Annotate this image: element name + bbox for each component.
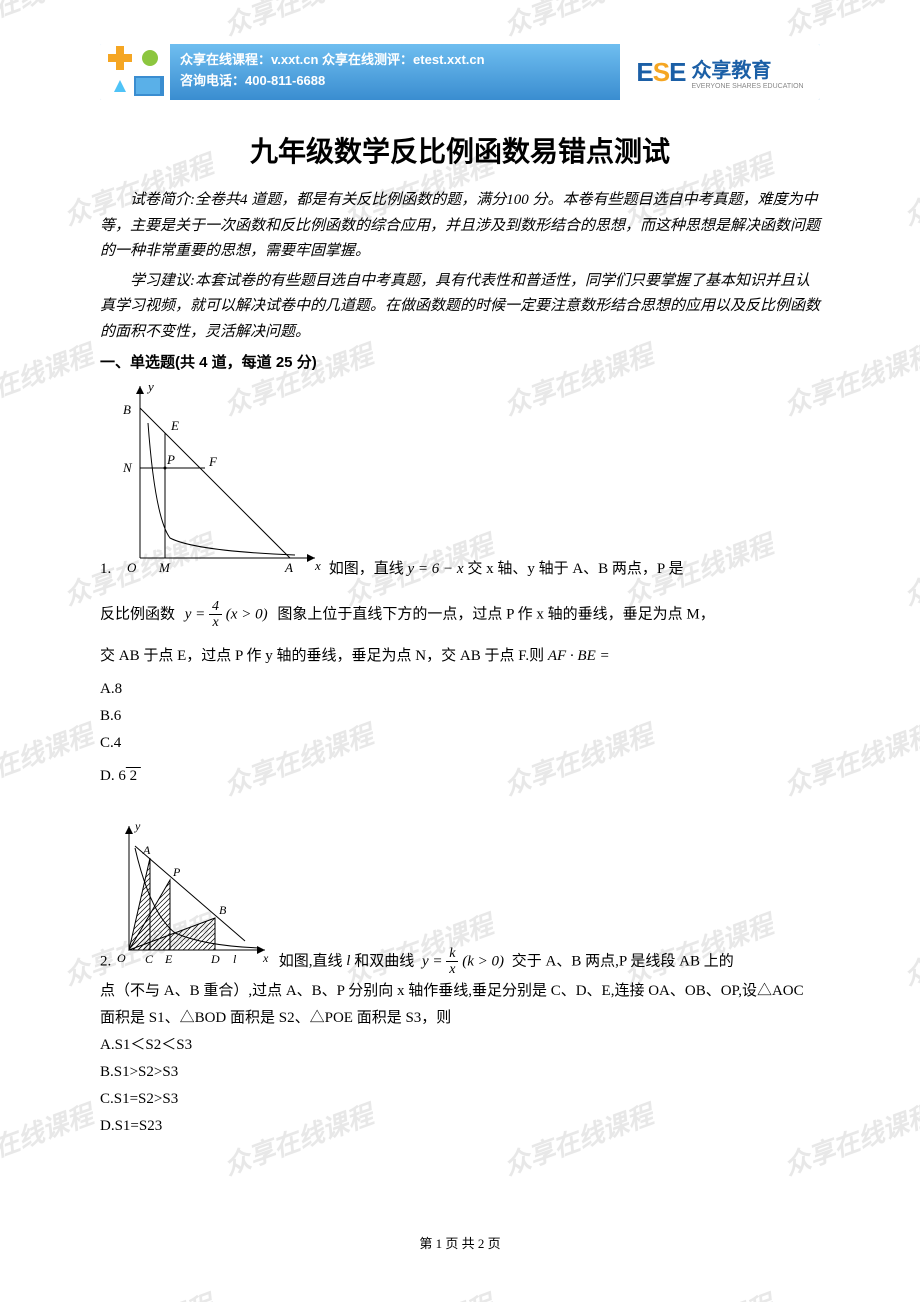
formula-den: x xyxy=(209,615,221,630)
svg-text:y: y xyxy=(134,819,141,833)
question-number: 1. xyxy=(100,561,111,577)
option-d: D. 6 2 xyxy=(100,763,820,790)
banner-graphic xyxy=(100,44,170,100)
logo-cn: 众享教育 xyxy=(691,54,771,83)
logo-letter: S xyxy=(653,57,669,87)
q2-options: A.S1＜S2＜S3 B.S1>S2>S3 C.S1=S2>S3 D.S1=S2… xyxy=(100,1032,820,1140)
q2-formula1: y = k x (k > 0) xyxy=(422,946,504,978)
formula-cond: (x > 0) xyxy=(226,606,268,622)
q2-formula-l: l xyxy=(346,948,350,975)
svg-text:O: O xyxy=(127,560,137,573)
intro-paragraph-1: 试卷简介:全卷共4 道题，都是有关反比例函数的题，满分100 分。本卷有些题目选… xyxy=(100,188,820,265)
svg-text:C: C xyxy=(145,952,154,966)
q1-text: 如图，直线 xyxy=(329,561,404,577)
formula-lhs: y = xyxy=(422,953,443,969)
q1-text3-suffix: 图象上位于直线下方的一点，过点 P 作 x 轴的垂线，垂足为点 M， xyxy=(277,606,714,622)
q2-text1: 如图,直线 xyxy=(279,953,343,969)
question-1: 1. y B E N P F xyxy=(100,378,820,790)
svg-text:A: A xyxy=(284,560,293,573)
formula-num: 4 xyxy=(209,599,222,615)
q1-text2: 交 x 轴、y 轴于 A、B 两点，P 是 xyxy=(467,561,683,577)
option-d-prefix: D. xyxy=(100,768,115,784)
question-2: 2. y xyxy=(100,818,820,1140)
svg-text:B: B xyxy=(123,402,131,417)
option-d: D.S1=S23 xyxy=(100,1113,820,1140)
logo-letter: E xyxy=(669,57,685,87)
banner-text: 众享在线课程：v.xxt.cn 众享在线测评：etest.xxt.cn 咨询电话… xyxy=(170,44,620,100)
q2-textmid2: 交于 A、B 两点,P 是线段 AB 上的 xyxy=(512,953,734,969)
svg-text:P: P xyxy=(172,865,181,879)
svg-text:D: D xyxy=(210,952,220,966)
formula-cond: (k > 0) xyxy=(462,953,504,969)
q2-textmid1: 和双曲线 xyxy=(354,953,414,969)
logo-ese: ESE xyxy=(636,57,685,88)
option-c: C.S1=S2>S3 xyxy=(100,1086,820,1113)
option-c: C.4 xyxy=(100,730,820,757)
svg-text:O: O xyxy=(117,951,126,965)
svg-text:y: y xyxy=(146,379,154,394)
svg-text:B: B xyxy=(219,903,227,917)
svg-text:A: A xyxy=(142,843,151,857)
q1-formula1: y = 6 − x xyxy=(408,556,464,583)
q1-options: A.8 B.6 C.4 D. 6 2 xyxy=(100,676,820,790)
svg-text:x: x xyxy=(314,558,321,573)
q1-text4: 交 AB 于点 E，过点 P 作 y 轴的垂线，垂足为点 N，交 AB 于点 F… xyxy=(100,648,544,664)
banner-line2: 咨询电话：400-811-6688 xyxy=(180,71,610,92)
q2-text2: 点（不与 A、B 重合）,过点 A、B、P 分别向 x 轴作垂线,垂足分别是 C… xyxy=(100,978,820,1032)
q1-figure: y B E N P F O M A x xyxy=(115,378,325,583)
option-b: B.6 xyxy=(100,703,820,730)
logo-letter: E xyxy=(636,57,652,87)
option-a: A.8 xyxy=(100,676,820,703)
banner-line1: 众享在线课程：v.xxt.cn 众享在线测评：etest.xxt.cn xyxy=(180,50,610,71)
option-b: B.S1>S2>S3 xyxy=(100,1059,820,1086)
formula-lhs: y = xyxy=(185,606,206,622)
intro-paragraph-2: 学习建议:本套试卷的有些题目选自中考真题，具有代表性和普适性，同学们只要掌握了基… xyxy=(100,269,820,346)
q1-text3-prefix: 反比例函数 xyxy=(100,606,175,622)
q1-formula3: AF · BE = xyxy=(548,643,610,670)
formula-num: k xyxy=(446,946,458,962)
svg-text:P: P xyxy=(166,452,175,467)
svg-text:x: x xyxy=(262,951,269,965)
q1-formula2: y = 4 x (x > 0) xyxy=(185,599,268,631)
logo-sub: EVERYONE SHARES EDUCATION xyxy=(691,83,803,90)
svg-text:E: E xyxy=(170,418,179,433)
section-heading: 一、单选题(共 4 道，每道 25 分) xyxy=(100,351,820,372)
page-title: 九年级数学反比例函数易错点测试 xyxy=(100,130,820,170)
banner-logo: ESE 众享教育 EVERYONE SHARES EDUCATION xyxy=(620,44,820,100)
option-d-value: 6 2 xyxy=(118,768,141,784)
header-banner: 众享在线课程：v.xxt.cn 众享在线测评：etest.xxt.cn 咨询电话… xyxy=(100,44,820,100)
svg-text:M: M xyxy=(158,560,171,573)
question-number: 2. xyxy=(100,953,111,969)
page-footer: 第 1 页 共 2 页 xyxy=(0,1233,920,1252)
svg-text:N: N xyxy=(122,460,133,475)
page-content: 众享在线课程：v.xxt.cn 众享在线测评：etest.xxt.cn 咨询电话… xyxy=(0,0,920,1140)
q2-figure: y A P B O C E D x l xyxy=(115,818,275,978)
option-a: A.S1＜S2＜S3 xyxy=(100,1032,820,1059)
svg-text:F: F xyxy=(208,454,218,469)
svg-text:E: E xyxy=(164,952,173,966)
formula-den: x xyxy=(446,962,458,977)
svg-text:l: l xyxy=(233,952,237,966)
